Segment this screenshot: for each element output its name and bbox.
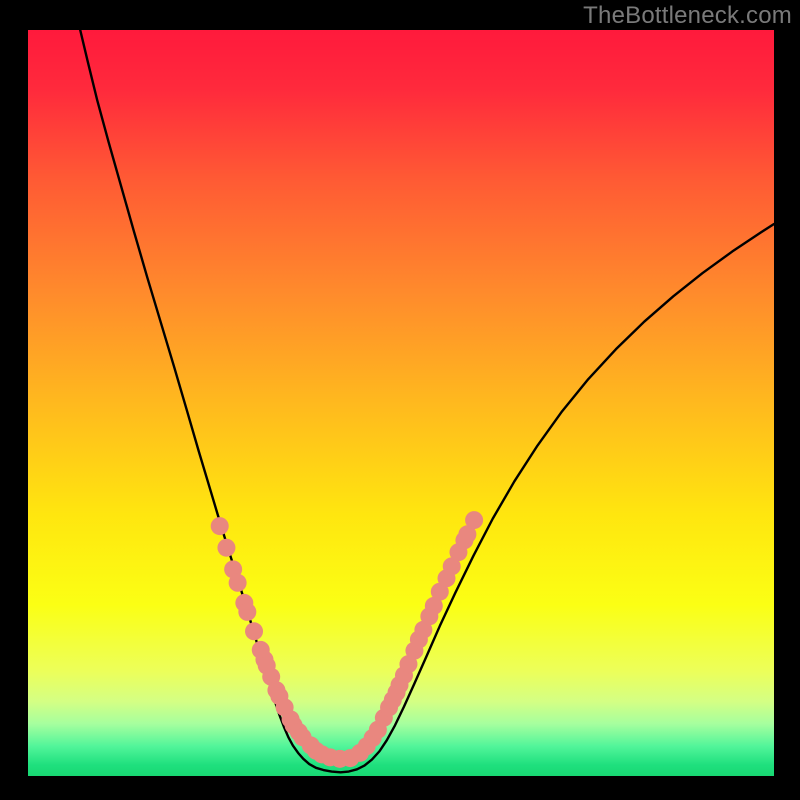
- datapoint: [217, 539, 235, 557]
- datapoint: [465, 511, 483, 529]
- datapoint: [238, 603, 256, 621]
- datapoint: [229, 574, 247, 592]
- datapoint: [211, 517, 229, 535]
- bottleneck-chart: [0, 0, 800, 800]
- chart-container: TheBottleneck.com: [0, 0, 800, 800]
- datapoint: [245, 622, 263, 640]
